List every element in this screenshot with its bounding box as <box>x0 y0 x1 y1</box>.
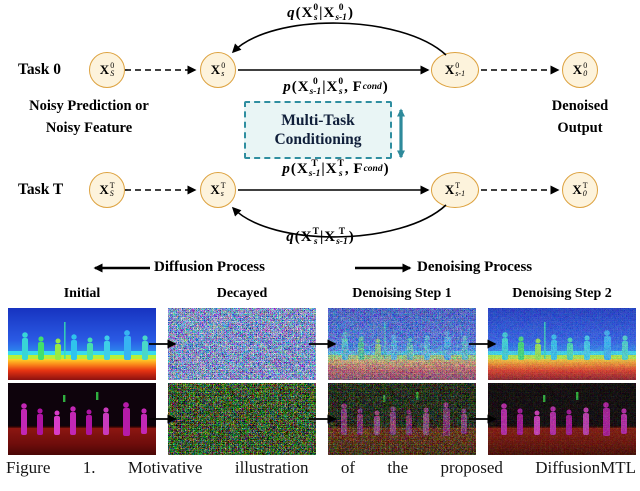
denoised-output-note-line2: Output <box>557 119 603 136</box>
denoising-process-label: Denoising Process <box>417 259 533 275</box>
cell-initial-depth <box>8 308 156 380</box>
q-curve-task0 <box>231 22 447 56</box>
column-header-step1: Denoising Step 1 <box>352 286 452 301</box>
denoising-step1-depth-image <box>328 308 476 380</box>
initial-seg-image <box>8 383 156 455</box>
denoising-step2-depth-image <box>488 308 636 380</box>
initial-depth-image <box>8 308 156 380</box>
denoising-step2-seg-image <box>488 383 636 455</box>
decayed-depth-image <box>168 308 316 380</box>
figure-caption: Figure 1. Motivative illustration of the… <box>6 458 636 477</box>
denoising-step1-seg-image <box>328 383 476 455</box>
denoised-output-note: Denoised Output <box>512 96 640 140</box>
noisy-input-note: Noisy Prediction or Noisy Feature <box>6 96 172 140</box>
noisy-input-note-line2: Noisy Feature <box>45 119 133 136</box>
node-xs1-task0: X 0 s-1 <box>431 52 479 88</box>
cell-initial-seg <box>8 383 156 455</box>
conditioning-box-line2: Conditioning <box>274 131 362 148</box>
diffusion-process-label: Diffusion Process <box>154 259 265 275</box>
column-header-decayed: Decayed <box>216 286 268 301</box>
cell-step2-seg <box>488 383 636 455</box>
conditioning-box-line1: Multi-Task <box>281 111 355 129</box>
cell-step1-seg <box>328 383 476 455</box>
cell-decayed-seg <box>168 383 316 455</box>
column-header-initial: Initial <box>63 286 101 301</box>
cell-step2-depth <box>488 308 636 380</box>
decayed-seg-image <box>168 383 316 455</box>
cell-step1-depth <box>328 308 476 380</box>
column-header-step2: Denoising Step 2 <box>512 286 612 301</box>
task0-label: Task 0 <box>18 61 61 78</box>
q-formula-task0: q(X 0 s | X 0 s-1) <box>287 3 353 23</box>
taskT-label: Task T <box>18 181 64 198</box>
multitask-conditioning-box: Multi-Task Conditioning <box>244 101 392 159</box>
denoised-output-note-line1: Denoised <box>551 98 609 114</box>
noisy-input-note-line1: Noisy Prediction or <box>29 98 149 114</box>
cell-decayed-depth <box>168 308 316 380</box>
